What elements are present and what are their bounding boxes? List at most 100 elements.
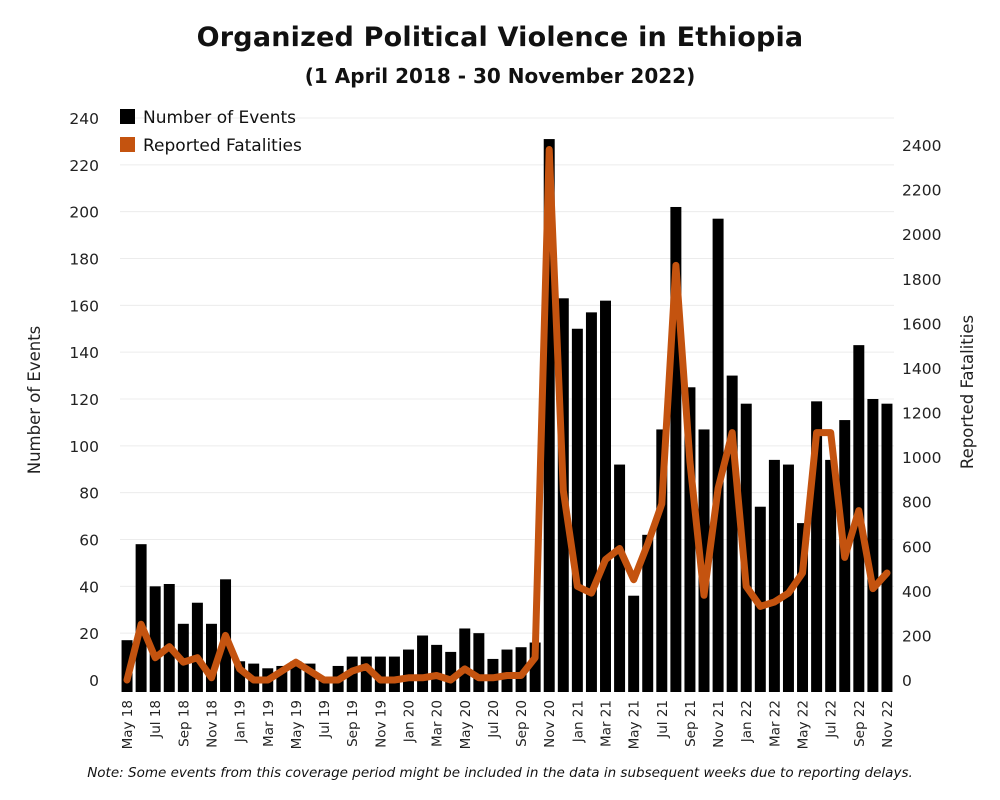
line-series-fatalities xyxy=(123,146,891,684)
x-tick: Mar 20 xyxy=(430,700,446,747)
x-tick: May 20 xyxy=(458,700,474,749)
fatalities-point xyxy=(225,634,227,636)
y-tick-right: 400 xyxy=(902,583,932,601)
fatalities-point xyxy=(337,679,339,681)
fatalities-point xyxy=(407,677,409,679)
fatalities-point xyxy=(858,510,860,512)
fatalities-point xyxy=(351,670,353,672)
fatalities-point xyxy=(196,657,198,659)
x-tick: Sep 22 xyxy=(852,700,868,747)
fatalities-point xyxy=(140,623,142,625)
bar-events xyxy=(571,328,583,692)
x-tick: Sep 18 xyxy=(176,700,192,747)
bar-events xyxy=(656,429,668,692)
fatalities-point xyxy=(661,503,663,505)
x-tick: Jul 22 xyxy=(824,700,840,739)
fatalities-point xyxy=(731,432,733,434)
x-tick: Jul 21 xyxy=(655,700,671,739)
bar-series-events xyxy=(121,139,893,693)
fatalities-point xyxy=(182,661,184,663)
bar-events xyxy=(726,375,738,692)
y-tick-left: 20 xyxy=(79,625,99,643)
bar-events xyxy=(149,586,161,692)
x-tick: Nov 18 xyxy=(205,700,221,748)
bar-events xyxy=(614,464,626,692)
bar-events xyxy=(374,656,386,692)
x-tick: Jan 22 xyxy=(739,700,755,743)
fatalities-point xyxy=(239,668,241,670)
x-tick: Sep 19 xyxy=(345,700,361,747)
fatalities-point xyxy=(492,677,494,679)
bar-events xyxy=(782,464,794,692)
y-axis-left-label: Number of Events xyxy=(25,326,44,475)
bar-events xyxy=(797,523,809,692)
bar-events xyxy=(684,387,696,692)
fatalities-point xyxy=(675,264,677,266)
x-tick: Jan 20 xyxy=(402,700,418,743)
bar-events xyxy=(403,649,414,692)
fatalities-point xyxy=(802,572,804,574)
y-tick-left: 160 xyxy=(69,297,99,315)
fatalities-point xyxy=(379,679,381,681)
y-tick-left: 180 xyxy=(69,251,99,269)
fatalities-point xyxy=(590,592,592,594)
bar-events xyxy=(388,656,400,692)
bar-events xyxy=(867,399,879,692)
y-tick-left: 140 xyxy=(69,344,99,362)
x-tick: Sep 20 xyxy=(514,700,530,747)
y-tick-right: 800 xyxy=(902,494,932,512)
y-tick-right: 0 xyxy=(902,672,912,690)
x-tick: Nov 20 xyxy=(542,700,558,748)
x-tick: Nov 22 xyxy=(880,700,896,748)
y-tick-left: 40 xyxy=(79,578,99,596)
y-axis-left-ticks: 0 20 40 60 80 100 120 140 160 180 200 220 240 xyxy=(69,110,99,690)
y-tick-right: 2400 xyxy=(902,137,941,155)
x-tick: Jul 20 xyxy=(486,700,502,739)
fatalities-point xyxy=(745,585,747,587)
x-tick: Mar 21 xyxy=(599,700,615,747)
chart-legend: Number of Events Reported Fatalities xyxy=(120,108,302,156)
bar-events xyxy=(740,403,752,692)
y-tick-right: 200 xyxy=(902,627,932,645)
fatalities-point xyxy=(816,432,818,434)
y-tick-left: 0 xyxy=(89,672,99,690)
fatalities-point xyxy=(323,679,325,681)
legend-label-events: Number of Events xyxy=(143,108,296,128)
gridlines xyxy=(120,117,894,634)
y-tick-left: 80 xyxy=(79,485,99,503)
bar-events xyxy=(600,300,611,692)
bar-events xyxy=(360,656,372,692)
fatalities-point xyxy=(872,588,874,590)
bar-events xyxy=(529,642,541,692)
fatalities-point xyxy=(168,646,170,648)
y-axis-right-label: Reported Fatalities xyxy=(958,315,977,469)
bar-events xyxy=(163,583,175,692)
bar-events xyxy=(205,623,217,692)
fatalities-point xyxy=(436,675,438,677)
fatalities-point xyxy=(210,677,212,679)
y-tick-left: 240 xyxy=(69,110,99,128)
bar-events xyxy=(585,312,597,692)
bar-events xyxy=(290,661,302,692)
fatalities-point xyxy=(689,461,691,463)
y-tick-right: 1600 xyxy=(902,315,941,333)
bar-events xyxy=(543,139,555,692)
y-axis-right-ticks: 0 200 400 600 800 1000 1200 1400 1600 1800 2000 220… xyxy=(902,137,941,690)
bar-events xyxy=(473,633,485,692)
y-tick-right: 2000 xyxy=(902,226,941,244)
y-tick-left: 100 xyxy=(69,438,99,456)
y-tick-left: 60 xyxy=(79,532,99,550)
y-tick-left: 120 xyxy=(69,391,99,409)
bar-events xyxy=(501,649,513,692)
fatalities-point xyxy=(126,679,128,681)
y-tick-right: 1000 xyxy=(902,449,941,467)
bar-events xyxy=(135,544,147,692)
fatalities-point xyxy=(647,543,649,545)
fatalities-line xyxy=(123,146,891,684)
bar-events xyxy=(445,651,457,692)
fatalities-point xyxy=(844,556,846,558)
bar-events xyxy=(628,595,640,692)
fatalities-point xyxy=(619,547,621,549)
fatalities-point xyxy=(393,679,395,681)
